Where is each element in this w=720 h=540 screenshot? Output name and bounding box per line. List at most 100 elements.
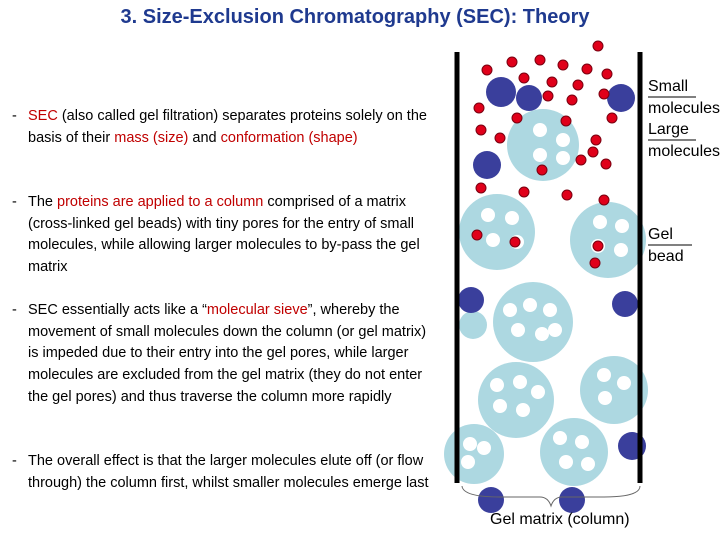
gel-pore [486,233,500,247]
bullet-segment: mass (size) [114,129,189,146]
gel-bead [459,194,535,270]
small-molecule [572,79,584,91]
small-molecule [600,158,612,170]
gel-pore [493,399,507,413]
page-title: 3. Size-Exclusion Chromatography (SEC): … [120,6,590,28]
gel-bead-label: Gel bead [648,226,684,265]
bullet-text-column-matrix: The proteins are applied to a column com… [28,194,420,275]
small-molecule [475,124,487,136]
gel-pore [548,323,562,337]
bullet-dash: - [12,108,17,124]
bullet-text-elution: The overall effect is that the larger mo… [28,453,429,491]
large-molecule [486,77,516,107]
gel-pore [461,455,475,469]
small-molecule [606,112,618,124]
gel-pore [598,391,612,405]
bullet-segment: conformation (shape) [220,129,358,146]
gel-pore [543,303,557,317]
gel-matrix-brace [461,485,641,508]
bullet-text-sec-definition: SEC (also called gel filtration) separat… [28,108,427,146]
small-molecule [481,64,493,76]
bullet-segment: and [188,129,221,146]
small-molecule [589,257,601,269]
small-molecule [509,236,521,248]
gel-bead [580,356,648,424]
small-molecule [494,132,506,144]
small-molecule [575,154,587,166]
gel-pore [531,385,545,399]
bullet-segment: (also called gel filtration) separates p… [28,108,427,146]
gel-pore [513,375,527,389]
bullet-dash: - [12,302,17,318]
small-molecule [601,68,613,80]
small-molecule [557,59,569,71]
bullet-segment: The overall effect is that the larger mo… [28,453,429,491]
small-molecule [534,54,546,66]
gel-pore [575,435,589,449]
large-molecule [607,84,635,112]
gel-pore [597,368,611,382]
gel-pore [463,437,477,451]
gel-bead [570,202,646,278]
large-molecule [478,487,504,513]
gel-pore [533,148,547,162]
gel-bead [478,362,554,438]
small-molecule [592,40,604,52]
gel-pore [477,441,491,455]
gel-pore [614,243,628,257]
small-molecule [518,72,530,84]
small-molecule [590,134,602,146]
gel-pore [556,151,570,165]
small-molecule [511,112,523,124]
gel-bead [493,282,573,362]
large-molecule [458,287,484,313]
bullet-dash: - [12,194,17,210]
gel-pore [490,378,504,392]
gel-pore [593,215,607,229]
gel-pore [523,298,537,312]
bullet-segment: molecular sieve [206,302,308,318]
bullet-item: - The overall effect is that the larger … [12,451,437,494]
gel-pore [617,376,631,390]
gel-pore [481,208,495,222]
small-molecule [473,102,485,114]
bullet-segment: proteins are applied to a column [57,194,264,210]
small-molecule [536,164,548,176]
bullet-segment: ”, whereby the movement of small molecul… [28,302,427,405]
bullet-segment: The [28,194,58,210]
large-molecule [612,291,638,317]
gel-bead [459,311,487,339]
gel-pore [559,455,573,469]
small-molecules-label: Small molecules [648,78,720,117]
small-molecule [566,94,578,106]
small-molecule [518,186,530,198]
bullet-item: - SEC (also called gel filtration) separ… [12,106,437,149]
gel-pore [556,133,570,147]
large-molecule [473,151,501,179]
bullet-text-molecular-sieve: SEC essentially acts like a “molecular s… [28,302,426,405]
small-molecule [475,182,487,194]
small-molecule [581,63,593,75]
gel-pore [533,123,547,137]
small-molecule [506,56,518,68]
small-molecule [598,88,610,100]
large-molecule [516,85,542,111]
small-molecule [546,76,558,88]
gel-beads [444,109,648,486]
small-molecule [587,146,599,158]
large-molecules-label: Large molecules [648,121,720,160]
bullet-segment: comprised of a matrix (cross-linked gel … [28,194,420,276]
gel-pore [553,431,567,445]
gel-pore [615,219,629,233]
bullet-segment: SEC essentially acts like a “ [28,302,207,318]
bullet-dash: - [12,453,17,469]
small-molecule [542,90,554,102]
small-molecule [592,240,604,252]
gel-pore [503,303,517,317]
gel-bead [540,418,608,486]
gel-bead [444,424,504,484]
small-molecule [561,189,573,201]
gel-pore [581,457,595,471]
gel-pore [511,323,525,337]
